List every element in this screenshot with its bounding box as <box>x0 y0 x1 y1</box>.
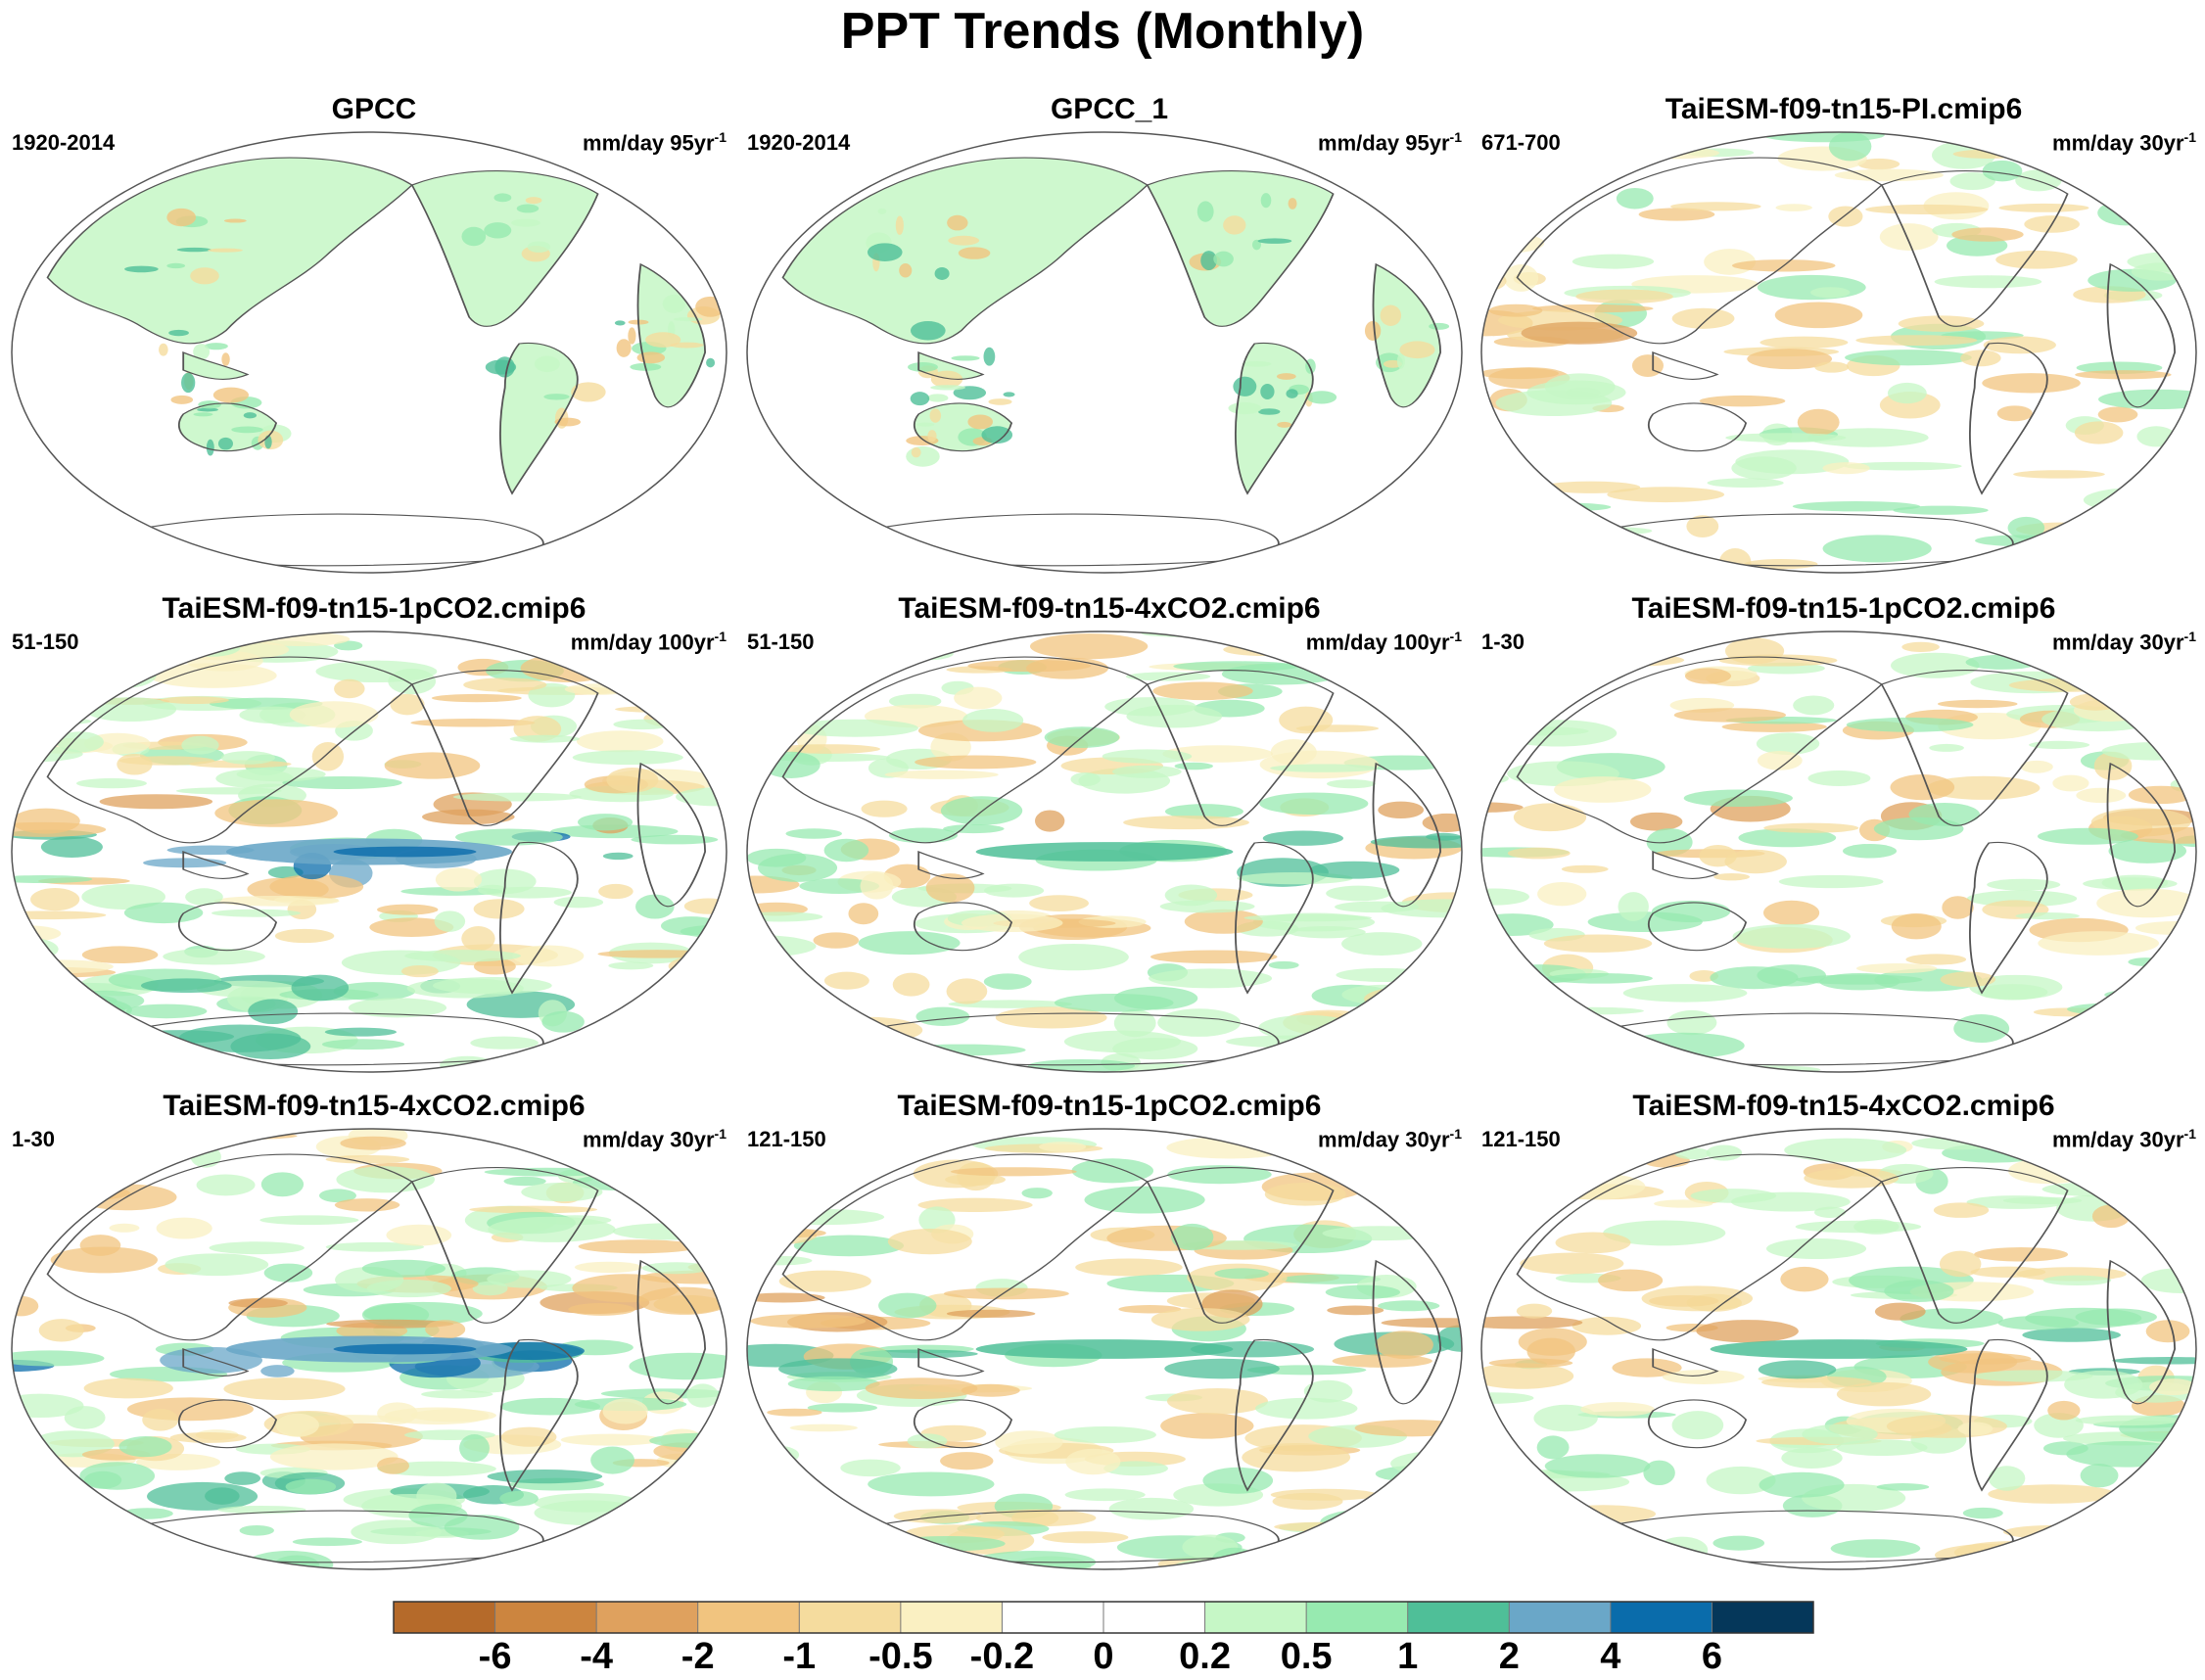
panel-period: 121-150 <box>747 1127 826 1151</box>
colorbar-tick-label: 0.2 <box>1179 1636 1231 1677</box>
map-panel <box>11 630 727 1073</box>
panel-title: TaiESM-f09-tn15-1pCO2.cmip6 <box>162 592 586 625</box>
map-panel <box>1480 630 2197 1073</box>
colorbar-tick-label: -1 <box>782 1636 817 1677</box>
panel-title: TaiESM-f09-tn15-4xCO2.cmip6 <box>898 592 1321 625</box>
colorbar-segment <box>1002 1602 1103 1633</box>
panel-units: mm/day 95yr-1 <box>1318 129 1462 156</box>
colorbar <box>393 1601 1814 1634</box>
map-border <box>11 630 727 1073</box>
figure-title: PPT Trends (Monthly) <box>840 3 1365 60</box>
map-border <box>746 630 1463 1073</box>
colorbar-tick-label: 6 <box>1701 1636 1722 1677</box>
colorbar-segment <box>1509 1602 1611 1633</box>
panel-title: GPCC <box>331 93 417 125</box>
colorbar-segment <box>394 1602 495 1633</box>
colorbar-segment <box>1407 1602 1510 1633</box>
map-panel <box>746 1128 1463 1570</box>
colorbar-tick-label: -6 <box>478 1636 512 1677</box>
panel-units: mm/day 100yr-1 <box>570 629 727 655</box>
panel-period: 1920-2014 <box>12 130 116 155</box>
colorbar-segment <box>596 1602 698 1633</box>
panel-period: 121-150 <box>1481 1127 1561 1151</box>
colorbar-tick-label: -0.2 <box>969 1636 1035 1677</box>
panel-units: mm/day 30yr-1 <box>2052 129 2196 156</box>
panel-units: mm/day 30yr-1 <box>2052 629 2196 655</box>
colorbar-segment <box>1204 1602 1307 1633</box>
panel-title: TaiESM-f09-tn15-PI.cmip6 <box>1665 93 2023 125</box>
map-border <box>746 131 1463 574</box>
panel-period: 51-150 <box>12 630 79 654</box>
panel-title: TaiESM-f09-tn15-1pCO2.cmip6 <box>897 1090 1322 1122</box>
map-border <box>11 131 727 574</box>
panel-period: 51-150 <box>747 630 815 654</box>
colorbar-segment <box>900 1602 1003 1633</box>
map-panel <box>1480 131 2197 574</box>
map-border <box>1480 630 2197 1073</box>
panel-units: mm/day 30yr-1 <box>583 1126 727 1152</box>
panel-units: mm/day 30yr-1 <box>1318 1126 1462 1152</box>
map-panel <box>1480 1128 2197 1570</box>
panel-units: mm/day 30yr-1 <box>2052 1126 2196 1152</box>
panel-title: GPCC_1 <box>1050 93 1169 125</box>
panel-units: mm/day 100yr-1 <box>1305 629 1462 655</box>
panel-period: 1-30 <box>12 1127 56 1151</box>
colorbar-tick-label: -2 <box>680 1636 715 1677</box>
colorbar-tick-label: -4 <box>580 1636 614 1677</box>
colorbar-tick-label: 2 <box>1498 1636 1520 1677</box>
colorbar-tick-label: 4 <box>1600 1636 1621 1677</box>
colorbar-tick-label: 0 <box>1093 1636 1114 1677</box>
colorbar-segment <box>494 1602 597 1633</box>
panel-units: mm/day 95yr-1 <box>583 129 727 156</box>
colorbar-segment <box>697 1602 800 1633</box>
colorbar-tick-label: -0.5 <box>868 1636 933 1677</box>
colorbar-segment <box>799 1602 901 1633</box>
map-panel <box>746 630 1463 1073</box>
colorbar-segment <box>1610 1602 1712 1633</box>
panel-period: 671-700 <box>1481 130 1561 155</box>
map-border <box>746 1128 1463 1570</box>
map-panel <box>11 1128 727 1570</box>
panel-title: TaiESM-f09-tn15-1pCO2.cmip6 <box>1631 592 2056 625</box>
colorbar-tick-label: 0.5 <box>1280 1636 1333 1677</box>
panel-title: TaiESM-f09-tn15-4xCO2.cmip6 <box>1632 1090 2055 1122</box>
map-panel <box>11 131 727 574</box>
colorbar-tick-label: 1 <box>1397 1636 1419 1677</box>
map-border <box>11 1128 727 1570</box>
colorbar-segment <box>1103 1602 1205 1633</box>
colorbar-segment <box>1306 1602 1408 1633</box>
panel-period: 1920-2014 <box>747 130 851 155</box>
map-panel <box>746 131 1463 574</box>
panel-period: 1-30 <box>1481 630 1525 654</box>
map-border <box>1480 131 2197 574</box>
colorbar-segment <box>1712 1602 1813 1633</box>
panel-title: TaiESM-f09-tn15-4xCO2.cmip6 <box>163 1090 586 1122</box>
map-border <box>1480 1128 2197 1570</box>
